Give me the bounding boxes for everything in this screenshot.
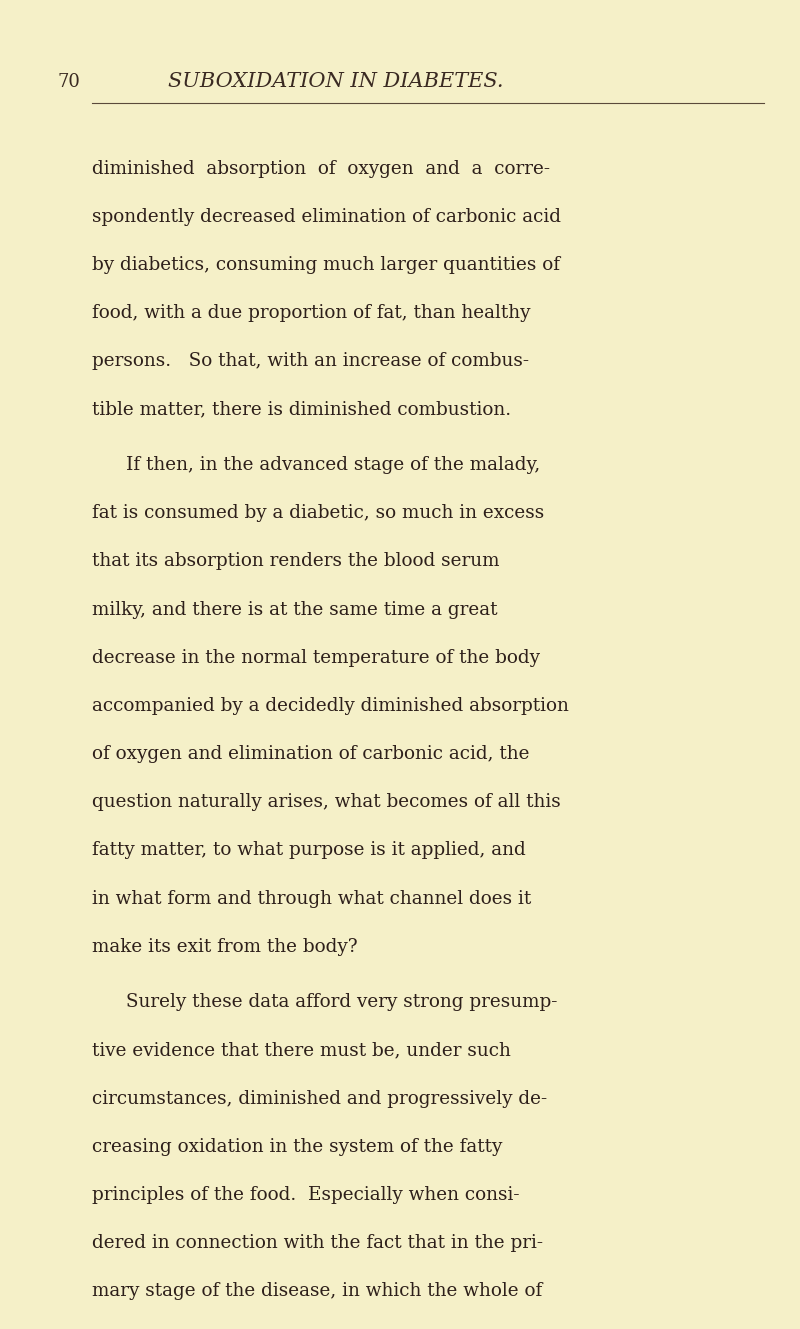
Text: accompanied by a decidedly diminished absorption: accompanied by a decidedly diminished ab… <box>92 696 569 715</box>
Text: that its absorption renders the blood serum: that its absorption renders the blood se… <box>92 553 499 570</box>
Text: If then, in the advanced stage of the malady,: If then, in the advanced stage of the ma… <box>126 456 540 474</box>
Text: diminished  absorption  of  oxygen  and  a  corre-: diminished absorption of oxygen and a co… <box>92 159 550 178</box>
Text: SUBOXIDATION IN DIABETES.: SUBOXIDATION IN DIABETES. <box>168 72 504 92</box>
Text: by diabetics, consuming much larger quantities of: by diabetics, consuming much larger quan… <box>92 256 560 274</box>
Text: question naturally arises, what becomes of all this: question naturally arises, what becomes … <box>92 793 561 811</box>
Text: tive evidence that there must be, under such: tive evidence that there must be, under … <box>92 1042 511 1059</box>
Text: 70: 70 <box>58 73 81 92</box>
Text: of oxygen and elimination of carbonic acid, the: of oxygen and elimination of carbonic ac… <box>92 746 530 763</box>
Text: make its exit from the body?: make its exit from the body? <box>92 938 358 956</box>
Text: persons.   So that, with an increase of combus-: persons. So that, with an increase of co… <box>92 352 529 371</box>
Text: decrease in the normal temperature of the body: decrease in the normal temperature of th… <box>92 649 540 667</box>
Text: circumstances, diminished and progressively de-: circumstances, diminished and progressiv… <box>92 1090 547 1107</box>
Text: principles of the food.  Especially when consi-: principles of the food. Especially when … <box>92 1185 519 1204</box>
Text: tible matter, there is diminished combustion.: tible matter, there is diminished combus… <box>92 400 511 419</box>
Text: milky, and there is at the same time a great: milky, and there is at the same time a g… <box>92 601 498 618</box>
Text: fat is consumed by a diabetic, so much in excess: fat is consumed by a diabetic, so much i… <box>92 504 544 522</box>
Text: creasing oxidation in the system of the fatty: creasing oxidation in the system of the … <box>92 1138 502 1156</box>
Text: food, with a due proportion of fat, than healthy: food, with a due proportion of fat, than… <box>92 304 530 322</box>
Text: spondently decreased elimination of carbonic acid: spondently decreased elimination of carb… <box>92 207 561 226</box>
Text: dered in connection with the fact that in the pri-: dered in connection with the fact that i… <box>92 1235 543 1252</box>
Text: mary stage of the disease, in which the whole of: mary stage of the disease, in which the … <box>92 1282 542 1300</box>
Text: Surely these data afford very strong presump-: Surely these data afford very strong pre… <box>126 993 557 1011</box>
Text: in what form and through what channel does it: in what form and through what channel do… <box>92 889 531 908</box>
Text: fatty matter, to what purpose is it applied, and: fatty matter, to what purpose is it appl… <box>92 841 526 860</box>
